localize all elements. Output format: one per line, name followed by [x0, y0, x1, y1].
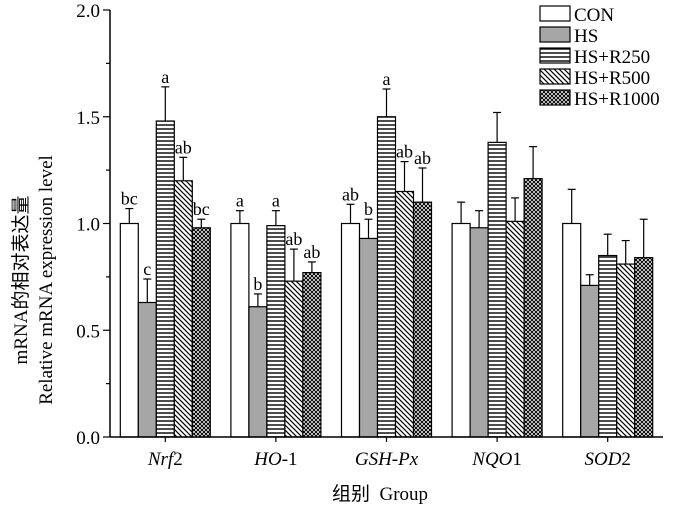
bar-hs-r250-0 [155, 120, 175, 438]
bar-con-3 [451, 222, 471, 438]
significance-letter: bc [121, 189, 138, 209]
bar-hs-1 [248, 306, 268, 438]
bar-hs-3 [469, 227, 489, 438]
significance-letter: ab [414, 148, 431, 168]
significance-letter: ab [342, 184, 359, 204]
legend-label: HS+R250 [574, 47, 650, 68]
bar-hs-r500-1 [284, 280, 304, 438]
x-axis-label: 组别 Group [332, 483, 428, 505]
legend-swatch-hs [539, 26, 571, 43]
bar-hs-r250-2 [376, 116, 397, 438]
bar-hs-r1000-3 [523, 178, 543, 438]
y-tick-label: 0.5 [76, 321, 100, 342]
bar-hs-4 [580, 284, 600, 438]
bar-con-2 [340, 222, 361, 438]
significance-letter: bc [193, 199, 210, 219]
bar-hs-r500-4 [616, 263, 636, 438]
significance-letter: ab [396, 142, 413, 162]
legend-label: HS+R1000 [574, 89, 660, 110]
bar-hs-r250-4 [598, 254, 618, 438]
significance-letter: ab [303, 242, 320, 262]
bar-hs-r1000-0 [191, 227, 211, 438]
significance-letter: a [383, 69, 391, 89]
significance-letter: ab [175, 137, 192, 157]
legend-label: HS+R500 [574, 68, 650, 89]
error-bars-layer [125, 86, 648, 307]
x-tick-label: GSH-Px [355, 449, 419, 470]
bar-hs-r500-2 [394, 190, 415, 438]
y-tick-label: 2.0 [76, 1, 100, 22]
y-axis-label-en: Relative mRNA expression level [36, 155, 57, 405]
x-tick-label: HO-1 [253, 449, 297, 470]
significance-letter: a [161, 67, 169, 87]
significance-letter: c [143, 259, 151, 279]
legend-swatch-hs-r250 [539, 47, 571, 64]
x-tick-labels: Nrf2 HO-1 GSH-Px NQO1 SOD2 [147, 449, 631, 470]
bar-hs-r1000-2 [412, 201, 433, 438]
x-tick-label: Nrf2 [147, 449, 183, 470]
significance-letter: a [272, 191, 280, 211]
legend-swatch-hs-r1000 [539, 89, 571, 106]
significance-letter: b [364, 199, 373, 219]
bars-layer [119, 116, 654, 438]
significance-letter: a [236, 191, 244, 211]
bar-con-1 [230, 222, 250, 438]
x-tick-label: SOD2 [584, 449, 630, 470]
axes-layer [103, 9, 663, 442]
bar-con-4 [562, 222, 582, 438]
bar-hs-2 [358, 237, 379, 438]
bar-hs-0 [137, 301, 157, 438]
legend-label: CON [574, 5, 614, 26]
legend-swatch-con [539, 5, 571, 22]
y-tick-label: 1.0 [76, 215, 100, 236]
x-tick-label: NQO1 [471, 449, 522, 470]
significance-letter: ab [285, 229, 302, 249]
bar-hs-r250-1 [266, 225, 286, 438]
y-axis-label-cn: mRNA的相对表达量 [10, 196, 32, 365]
y-tick-labels: 0.0 0.5 1.0 1.5 2.0 [76, 1, 100, 449]
legend-swatch-hs-r500 [539, 68, 571, 85]
y-tick-label: 1.5 [76, 108, 100, 129]
significance-letter: b [253, 274, 262, 294]
bar-con-0 [119, 222, 139, 438]
bar-hs-r250-3 [487, 141, 507, 438]
y-tick-label: 0.0 [76, 428, 100, 449]
bar-hs-r500-0 [173, 180, 193, 438]
bar-hs-r500-3 [505, 220, 525, 438]
bar-hs-r1000-4 [634, 257, 654, 438]
bar-hs-r1000-1 [302, 272, 322, 438]
legend-label: HS [574, 26, 598, 47]
